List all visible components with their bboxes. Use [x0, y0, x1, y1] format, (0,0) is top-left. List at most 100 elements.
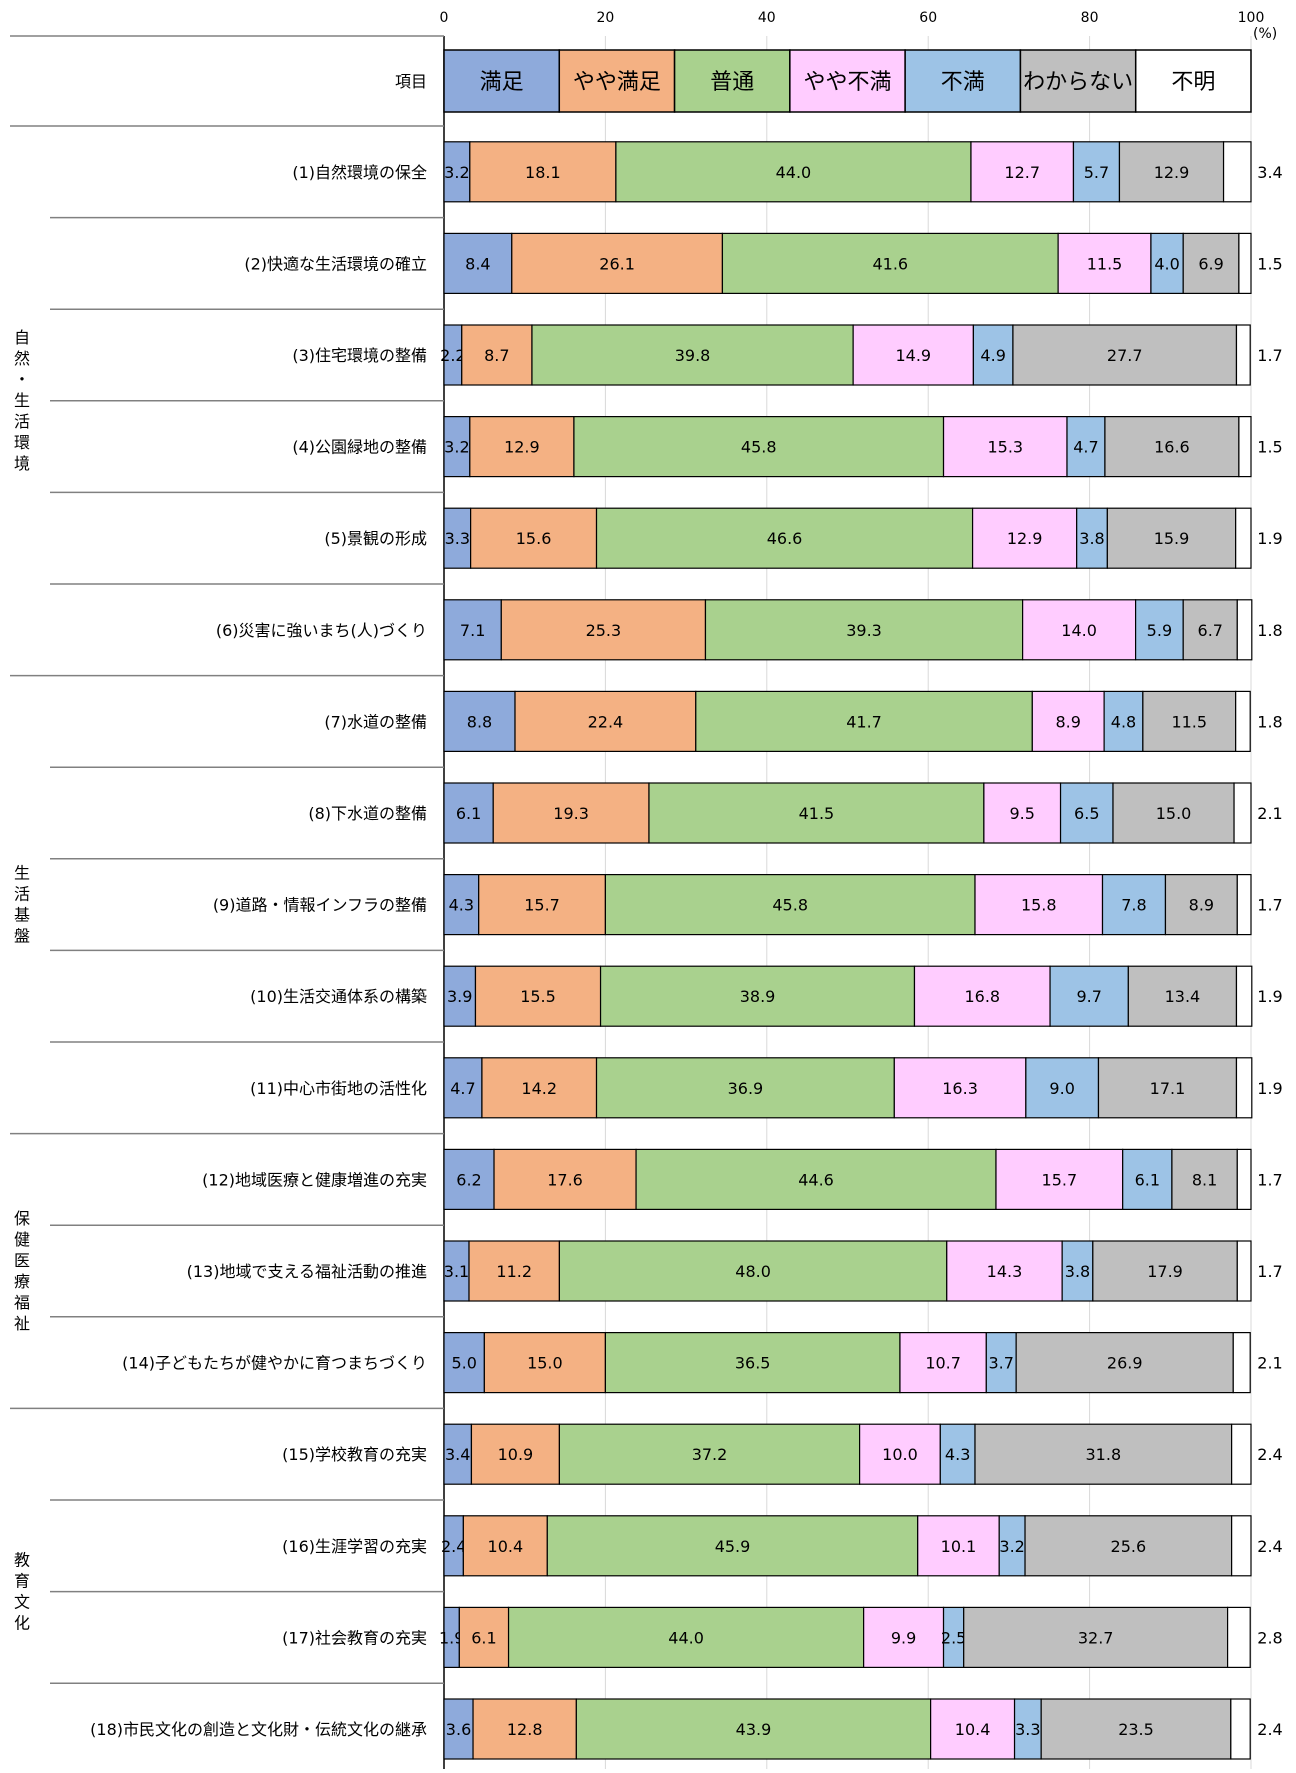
- data-label: 4.0: [1154, 254, 1179, 273]
- data-label: 10.1: [941, 1537, 977, 1556]
- data-label: 8.8: [467, 712, 492, 731]
- bar-segment: [942, 416, 1068, 478]
- data-label: 46.6: [767, 529, 803, 548]
- data-label-outside: 1.7: [1257, 1170, 1282, 1189]
- data-label: 4.8: [1111, 712, 1136, 731]
- data-label: 3.6: [446, 1720, 471, 1739]
- data-label: 6.5: [1074, 804, 1099, 823]
- data-label: 37.2: [692, 1445, 728, 1464]
- data-label: 7.1: [460, 621, 485, 640]
- data-label: 5.9: [1147, 621, 1172, 640]
- data-label: 43.9: [736, 1720, 772, 1739]
- bar-segment: [443, 965, 477, 1027]
- data-label: 45.8: [741, 438, 777, 457]
- data-label: 17.6: [547, 1170, 583, 1189]
- data-label: 11.2: [496, 1262, 532, 1281]
- bar-segment: [573, 416, 945, 478]
- bar-segment: [575, 1698, 932, 1760]
- bar-segment: [1103, 690, 1144, 753]
- bar-segment: [1134, 599, 1184, 661]
- group-label: 生活基盤: [14, 863, 30, 945]
- data-label: 14.0: [1061, 621, 1097, 640]
- legend-label: 不明: [1171, 70, 1215, 95]
- x-tick-label: 100: [1238, 10, 1265, 26]
- bar-segment: [1226, 1606, 1251, 1669]
- data-label-outside: 1.9: [1257, 529, 1282, 548]
- data-label: 41.7: [846, 712, 882, 731]
- data-label: 45.9: [715, 1537, 751, 1556]
- bar-segment: [443, 416, 471, 478]
- data-label: 12.9: [1154, 163, 1190, 182]
- group-label: 教育文化: [14, 1550, 30, 1632]
- x-tick-label: 80: [1081, 10, 1099, 26]
- bar-segment: [443, 1057, 483, 1119]
- data-label: 12.9: [1007, 529, 1043, 548]
- data-label-outside: 3.4: [1257, 163, 1282, 182]
- data-label: 3.2: [444, 438, 469, 457]
- bar-segment: [1236, 599, 1253, 661]
- bar-segment: [1112, 782, 1235, 844]
- bar-segment: [1127, 965, 1238, 1027]
- bar-segment: [472, 1698, 577, 1760]
- bar-segment: [443, 1423, 473, 1485]
- bar-segment: [615, 141, 972, 203]
- data-label: 6.9: [1198, 254, 1223, 273]
- category-label: (12)地域医療と健康増進の充実: [202, 1170, 427, 1189]
- bar-segment: [443, 141, 471, 203]
- data-label: 41.5: [799, 804, 835, 823]
- data-label-outside: 1.8: [1257, 621, 1282, 640]
- bar-segment: [1222, 141, 1252, 203]
- bar-segment: [474, 965, 602, 1027]
- bar-segment: [939, 1423, 976, 1485]
- data-label-outside: 1.9: [1257, 1079, 1282, 1098]
- bar-segment: [1171, 1148, 1238, 1211]
- legend-label: 不満: [941, 70, 985, 95]
- category-label: (5)景観の形成: [324, 529, 427, 548]
- data-label: 18.1: [525, 163, 561, 182]
- data-label: 8.4: [465, 254, 490, 273]
- bar-segment: [558, 1423, 861, 1485]
- data-label: 15.9: [1154, 529, 1190, 548]
- data-label-outside: 2.4: [1257, 1537, 1282, 1556]
- data-label-outside: 1.7: [1257, 346, 1282, 365]
- data-label: 13.4: [1165, 987, 1201, 1006]
- bar-segment: [470, 507, 598, 569]
- bar-segment: [443, 1240, 470, 1302]
- category-label: (16)生涯学習の充実: [282, 1537, 427, 1556]
- data-label: 3.1: [444, 1262, 469, 1281]
- data-label: 39.3: [846, 621, 882, 640]
- category-label: (14)子どもたちが健やかに育つまちづくり: [122, 1354, 427, 1373]
- data-label: 9.0: [1049, 1079, 1074, 1098]
- category-label: (11)中心市街地の活性化: [250, 1079, 427, 1098]
- bar-segment: [1231, 1515, 1252, 1577]
- data-label: 23.5: [1118, 1720, 1154, 1739]
- legend-swatch: [443, 49, 561, 113]
- bar-segment: [443, 507, 472, 569]
- bar-segment: [1072, 141, 1121, 203]
- legend-swatch: [789, 49, 906, 113]
- x-tick-label: 40: [758, 10, 776, 26]
- bar-segment: [1122, 1148, 1173, 1211]
- bar-segment: [1182, 232, 1240, 294]
- bar-segment: [595, 507, 974, 569]
- data-label-outside: 1.9: [1257, 987, 1282, 1006]
- data-label: 2.2: [440, 346, 465, 365]
- data-label: 2.5: [941, 1628, 966, 1647]
- bar-segment: [1057, 232, 1152, 294]
- bar-segment: [1066, 416, 1106, 478]
- data-label: 15.3: [987, 438, 1023, 457]
- data-label: 11.5: [1171, 712, 1207, 731]
- data-label: 8.9: [1055, 712, 1080, 731]
- bar-segment: [963, 1606, 1229, 1669]
- bar-segment: [974, 1423, 1233, 1485]
- bar-segment: [546, 1515, 919, 1577]
- bar-segment: [983, 782, 1062, 844]
- legend-label: やや不満: [803, 70, 891, 95]
- data-label: 45.8: [772, 896, 808, 915]
- bar-segment: [1231, 1423, 1252, 1485]
- bar-segment: [985, 1331, 1017, 1394]
- category-label: (6)災害に強いまち(人)づくり: [216, 621, 427, 640]
- data-label: 3.8: [1065, 1262, 1090, 1281]
- bar-segment: [1238, 232, 1252, 294]
- bar-segment: [599, 965, 916, 1027]
